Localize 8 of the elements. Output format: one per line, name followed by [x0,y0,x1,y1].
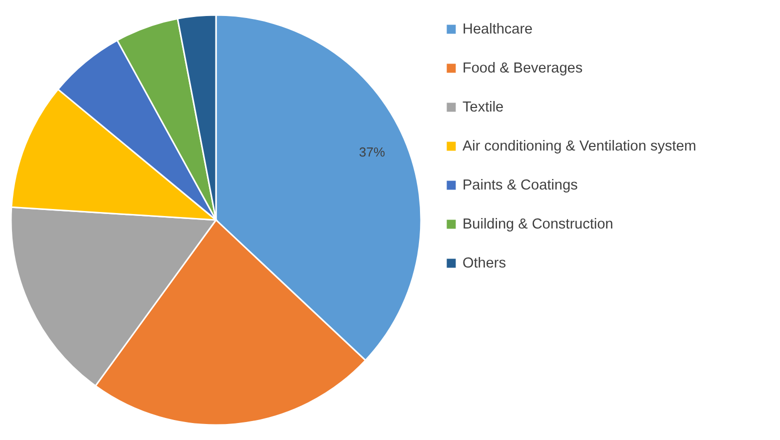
legend-label: Paints & Coatings [462,177,578,194]
legend-label: Others [462,255,506,272]
legend-label: Air conditioning & Ventilation system [462,138,696,154]
data-label: 37% [359,144,386,160]
legend-label: Food & Beverages [462,60,583,76]
legend-label: Building & Construction [462,216,614,232]
legend-label: Textile [462,99,504,116]
legend-label: Healthcare [462,21,533,38]
